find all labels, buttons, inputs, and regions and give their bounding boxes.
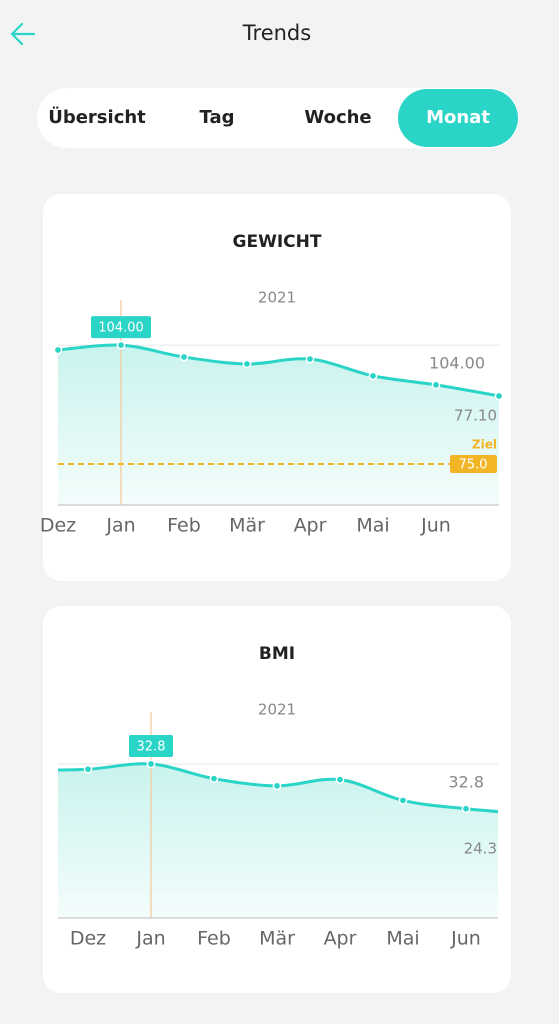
area [58, 763, 498, 918]
x-tick-label: Mai [356, 515, 389, 537]
chart-subtitle: 2021 [258, 289, 296, 307]
x-tick-label: Mai [386, 928, 419, 950]
data-point [116, 340, 126, 350]
x-tick-label: Jan [135, 928, 165, 950]
data-point [83, 764, 93, 774]
data-point [209, 774, 219, 783]
data-point [179, 352, 189, 362]
max-label: 104.00 [429, 354, 485, 373]
x-tick-label: Feb [167, 515, 201, 537]
x-tick-label: Dez [70, 928, 106, 950]
goal-value-label: 75.0 [459, 458, 488, 473]
x-tick-label: Apr [324, 928, 357, 950]
min-label: 24.3 [464, 840, 497, 858]
trend-line [58, 343, 499, 398]
x-tick-label: Mär [259, 928, 295, 950]
data-point [398, 796, 408, 805]
tooltip-label: 104.00 [98, 321, 144, 336]
data-point [305, 354, 315, 364]
x-tick-label: Apr [294, 515, 327, 537]
data-point [494, 391, 504, 401]
x-tick-label: Jun [450, 928, 481, 950]
x-tick-label: Mär [229, 515, 265, 537]
data-point [335, 775, 345, 784]
page-title: Trends [242, 21, 311, 45]
tab[interactable]: Tag [200, 107, 235, 128]
x-tick-label: Jun [420, 515, 451, 537]
back-button[interactable] [10, 22, 36, 46]
tooltip [91, 316, 151, 339]
chart-subtitle: 2021 [258, 701, 296, 719]
data-point [53, 345, 63, 355]
chart-title: GEWICHT [233, 232, 322, 252]
data-point [242, 359, 252, 369]
tab[interactable]: Übersicht [48, 106, 146, 128]
data-point [272, 781, 282, 791]
tab[interactable]: Monat [426, 107, 490, 128]
goal-label: Ziel [472, 438, 497, 452]
x-tick-label: Feb [197, 928, 231, 950]
data-point [146, 759, 156, 769]
tab-bar [37, 88, 519, 148]
data-point [368, 371, 378, 381]
tab[interactable]: Woche [304, 107, 371, 128]
tooltip-label: 32.8 [137, 740, 166, 755]
max-label: 32.8 [448, 773, 484, 792]
x-tick-label: Jan [105, 515, 135, 537]
goal-badge [450, 455, 497, 473]
chart-title: BMI [259, 644, 295, 664]
active-tab[interactable] [398, 89, 518, 147]
data-point [431, 380, 441, 390]
tooltip [129, 735, 173, 758]
data-point [461, 804, 471, 814]
x-tick-label: Dez [40, 515, 76, 537]
min-label: 77.10 [454, 407, 497, 425]
